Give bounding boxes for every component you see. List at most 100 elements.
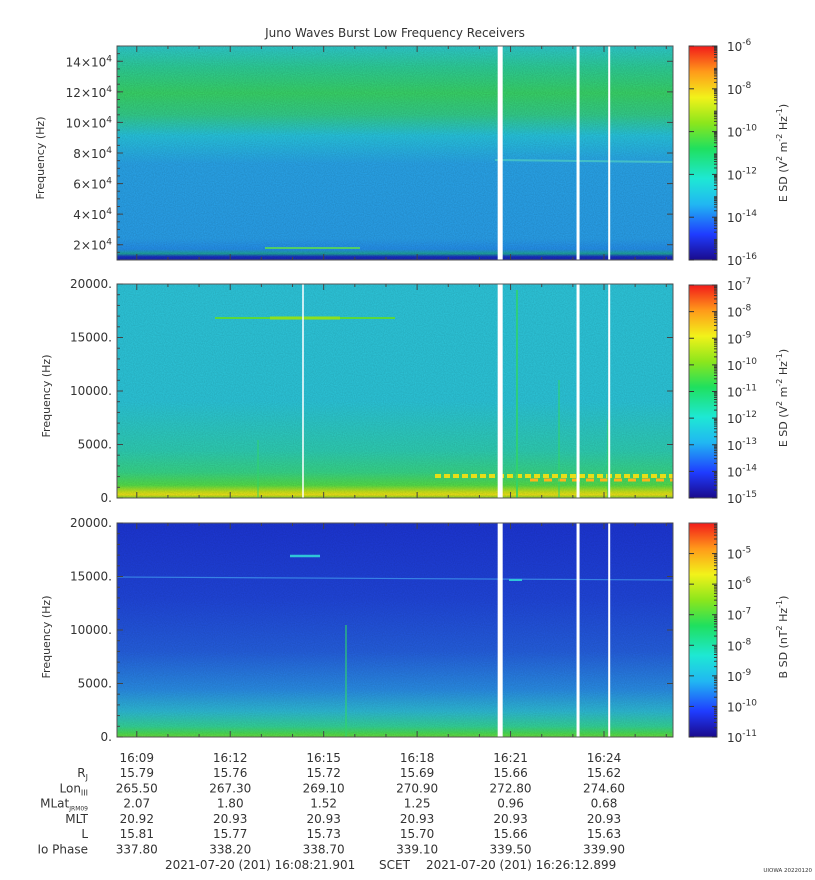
colorbar-tick-label: 10-7	[727, 277, 751, 293]
y-tick-label: 10000.	[70, 384, 112, 398]
y-tick-label: 0.	[101, 491, 112, 505]
colorbar-3	[688, 522, 718, 738]
colorbar-tick-label: 10-14	[727, 209, 757, 225]
data-gap	[497, 523, 503, 737]
ephemeris-value: 337.80	[116, 843, 158, 857]
ephemeris-value: 265.50	[116, 781, 158, 795]
panel-3-ylabel: Frequency (Hz)	[40, 596, 53, 679]
colorbar-3-label: B SD (nT2 Hz-1)	[775, 596, 790, 679]
ephemeris-value: 15.62	[587, 766, 621, 780]
ephemeris-value: 1.80	[217, 797, 244, 811]
ephemeris-label: LonIII	[60, 781, 89, 797]
ephemeris-value: 15.77	[213, 827, 247, 841]
colorbar-tick-label: 10-10	[727, 357, 757, 373]
footer-start-time: 2021-07-20 (201) 16:08:21.901	[165, 858, 355, 872]
panel-2-x-ticks	[136, 284, 667, 498]
colorbar-tick-label: 10-9	[727, 330, 752, 346]
footer-scet: SCET	[379, 858, 411, 872]
y-tick-label: 10000.	[70, 623, 112, 637]
figure-title: Juno Waves Burst Low Frequency Receivers	[264, 26, 525, 40]
ephemeris-value: 15.81	[120, 827, 154, 841]
colorbar-tick-label: 10-15	[727, 490, 757, 506]
colorbar-tick-label: 10-5	[727, 546, 751, 562]
colorbar-tick-label: 10-11	[727, 729, 757, 745]
y-tick-label: 5000.	[78, 438, 112, 452]
ephemeris-value: 20.93	[213, 812, 247, 826]
y-tick-label: 0.	[101, 730, 112, 744]
panel-1-noise	[117, 46, 673, 260]
data-gap	[497, 46, 503, 260]
ephemeris-value: 1.52	[310, 797, 337, 811]
ephemeris-value: 0.68	[591, 797, 618, 811]
ephemeris-value: 339.90	[583, 843, 625, 857]
time-tick-label: 16:24	[587, 751, 622, 765]
ephemeris-value: 15.76	[213, 766, 247, 780]
colorbar-tick-label: 10-16	[727, 252, 757, 268]
colorbar-tick-label: 10-6	[727, 38, 752, 54]
ephemeris-value: 15.79	[120, 766, 154, 780]
ephemeris-label: MLatJRM09	[40, 797, 88, 813]
data-gap	[608, 523, 611, 737]
ephemeris-value: 15.72	[306, 766, 340, 780]
ephemeris-value: 15.66	[493, 766, 527, 780]
ephemeris-value: 338.20	[209, 843, 251, 857]
y-tick-label: 14×104	[66, 54, 113, 69]
colorbar-tick-label: 10-8	[727, 304, 752, 320]
y-tick-label: 15000.	[70, 331, 112, 345]
ephemeris-value: 270.90	[396, 781, 438, 795]
y-tick-label: 4×104	[73, 207, 112, 222]
panel-3-data-gaps	[497, 523, 611, 737]
y-tick-label: 8×104	[73, 146, 112, 161]
panel-1: 2×104 4×104 6×104 8×104 10×104 12×104 14×104 F…	[34, 38, 790, 268]
y-tick-label: 10×104	[66, 115, 113, 130]
y-tick-label: 20000.	[70, 516, 112, 530]
ephemeris-value: 339.50	[490, 843, 532, 857]
y-tick-label: 20000.	[70, 277, 112, 291]
colorbar-tick-label: 10-9	[727, 668, 752, 684]
ephemeris-value: 267.30	[209, 781, 251, 795]
ephemeris-value: 20.93	[493, 812, 527, 826]
colorbar-tick-label: 10-13	[727, 437, 757, 453]
ephemeris-value: 339.10	[396, 843, 438, 857]
time-tick-label: 16:12	[213, 751, 248, 765]
colorbar-tick-label: 10-12	[727, 410, 757, 426]
y-tick-label: 5000.	[78, 677, 112, 691]
data-gap	[576, 46, 580, 260]
ephemeris-value: 15.73	[306, 827, 340, 841]
ephemeris-value: 0.96	[497, 797, 524, 811]
ephemeris-value: 20.93	[306, 812, 340, 826]
panel-2-data-gaps	[497, 284, 611, 498]
panel-2-y-ticks: 0. 5000. 10000. 15000. 20000.	[70, 277, 673, 505]
time-tick-label: 16:21	[493, 751, 528, 765]
colorbar-tick-label: 10-10	[727, 124, 757, 140]
panel-1-ylabel: Frequency (Hz)	[34, 117, 47, 200]
ephemeris-value: 20.93	[587, 812, 621, 826]
y-tick-label: 6×104	[73, 177, 112, 192]
footer-end-time: 2021-07-20 (201) 16:26:12.899	[426, 858, 616, 872]
data-gap	[497, 284, 503, 498]
ephemeris-label: Io Phase	[37, 843, 88, 857]
colorbar-tick-label: 10-11	[727, 384, 757, 400]
colorbar-tick-label: 10-7	[727, 607, 751, 623]
data-gap	[608, 284, 611, 498]
panel-2-noise	[117, 284, 673, 498]
time-tick-label: 16:15	[306, 751, 341, 765]
panel-1-data-gaps	[497, 46, 611, 260]
colorbar-1	[688, 45, 718, 261]
colorbar-2-ticks: 10-7 10-8 10-9 10-10 10-11 10-12 10-13 10-14 10-…	[689, 277, 757, 506]
ephemeris-value: 15.70	[400, 827, 434, 841]
ephemeris-value: 1.25	[404, 797, 431, 811]
panel-1-y-ticks: 2×104 4×104 6×104 8×104 10×104 12×104 14×104	[66, 45, 673, 261]
colorbar-tick-label: 10-8	[727, 81, 752, 97]
ephemeris-value: 15.69	[400, 766, 434, 780]
colorbar-tick-label: 10-12	[727, 166, 757, 182]
colorbar-tick-label: 10-6	[727, 576, 752, 592]
colorbar-2-label: E SD (V2 m-2 Hz-1)	[775, 349, 790, 447]
time-axis-labels: 16:09 16:12 16:15 16:18 16:21 16:24	[119, 751, 621, 765]
y-tick-label: 15000.	[70, 570, 112, 584]
ephemeris-value: 20.93	[400, 812, 434, 826]
ephemeris-value: 274.60	[583, 781, 625, 795]
colorbar-tick-label: 10-14	[727, 463, 757, 479]
ephemeris-value: 338.70	[303, 843, 345, 857]
panel-3-noise	[117, 523, 673, 737]
